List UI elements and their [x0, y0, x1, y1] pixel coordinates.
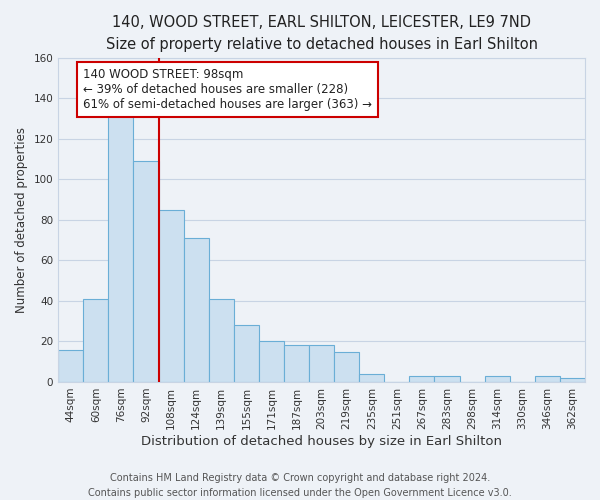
Bar	[259, 342, 284, 382]
Bar	[560, 378, 585, 382]
Text: 140 WOOD STREET: 98sqm
← 39% of detached houses are smaller (228)
61% of semi-de: 140 WOOD STREET: 98sqm ← 39% of detached…	[83, 68, 372, 110]
X-axis label: Distribution of detached houses by size in Earl Shilton: Distribution of detached houses by size …	[141, 434, 502, 448]
Bar	[409, 376, 434, 382]
Bar	[133, 161, 158, 382]
Bar	[309, 346, 334, 382]
Y-axis label: Number of detached properties: Number of detached properties	[15, 126, 28, 312]
Bar	[485, 376, 510, 382]
Text: Contains HM Land Registry data © Crown copyright and database right 2024.
Contai: Contains HM Land Registry data © Crown c…	[88, 472, 512, 498]
Bar	[284, 346, 309, 382]
Bar	[83, 299, 109, 382]
Bar	[334, 352, 359, 382]
Bar	[109, 112, 133, 382]
Bar	[184, 238, 209, 382]
Bar	[234, 325, 259, 382]
Bar	[209, 299, 234, 382]
Bar	[158, 210, 184, 382]
Title: 140, WOOD STREET, EARL SHILTON, LEICESTER, LE9 7ND
Size of property relative to : 140, WOOD STREET, EARL SHILTON, LEICESTE…	[106, 15, 538, 52]
Bar	[359, 374, 385, 382]
Bar	[535, 376, 560, 382]
Bar	[58, 350, 83, 382]
Bar	[434, 376, 460, 382]
